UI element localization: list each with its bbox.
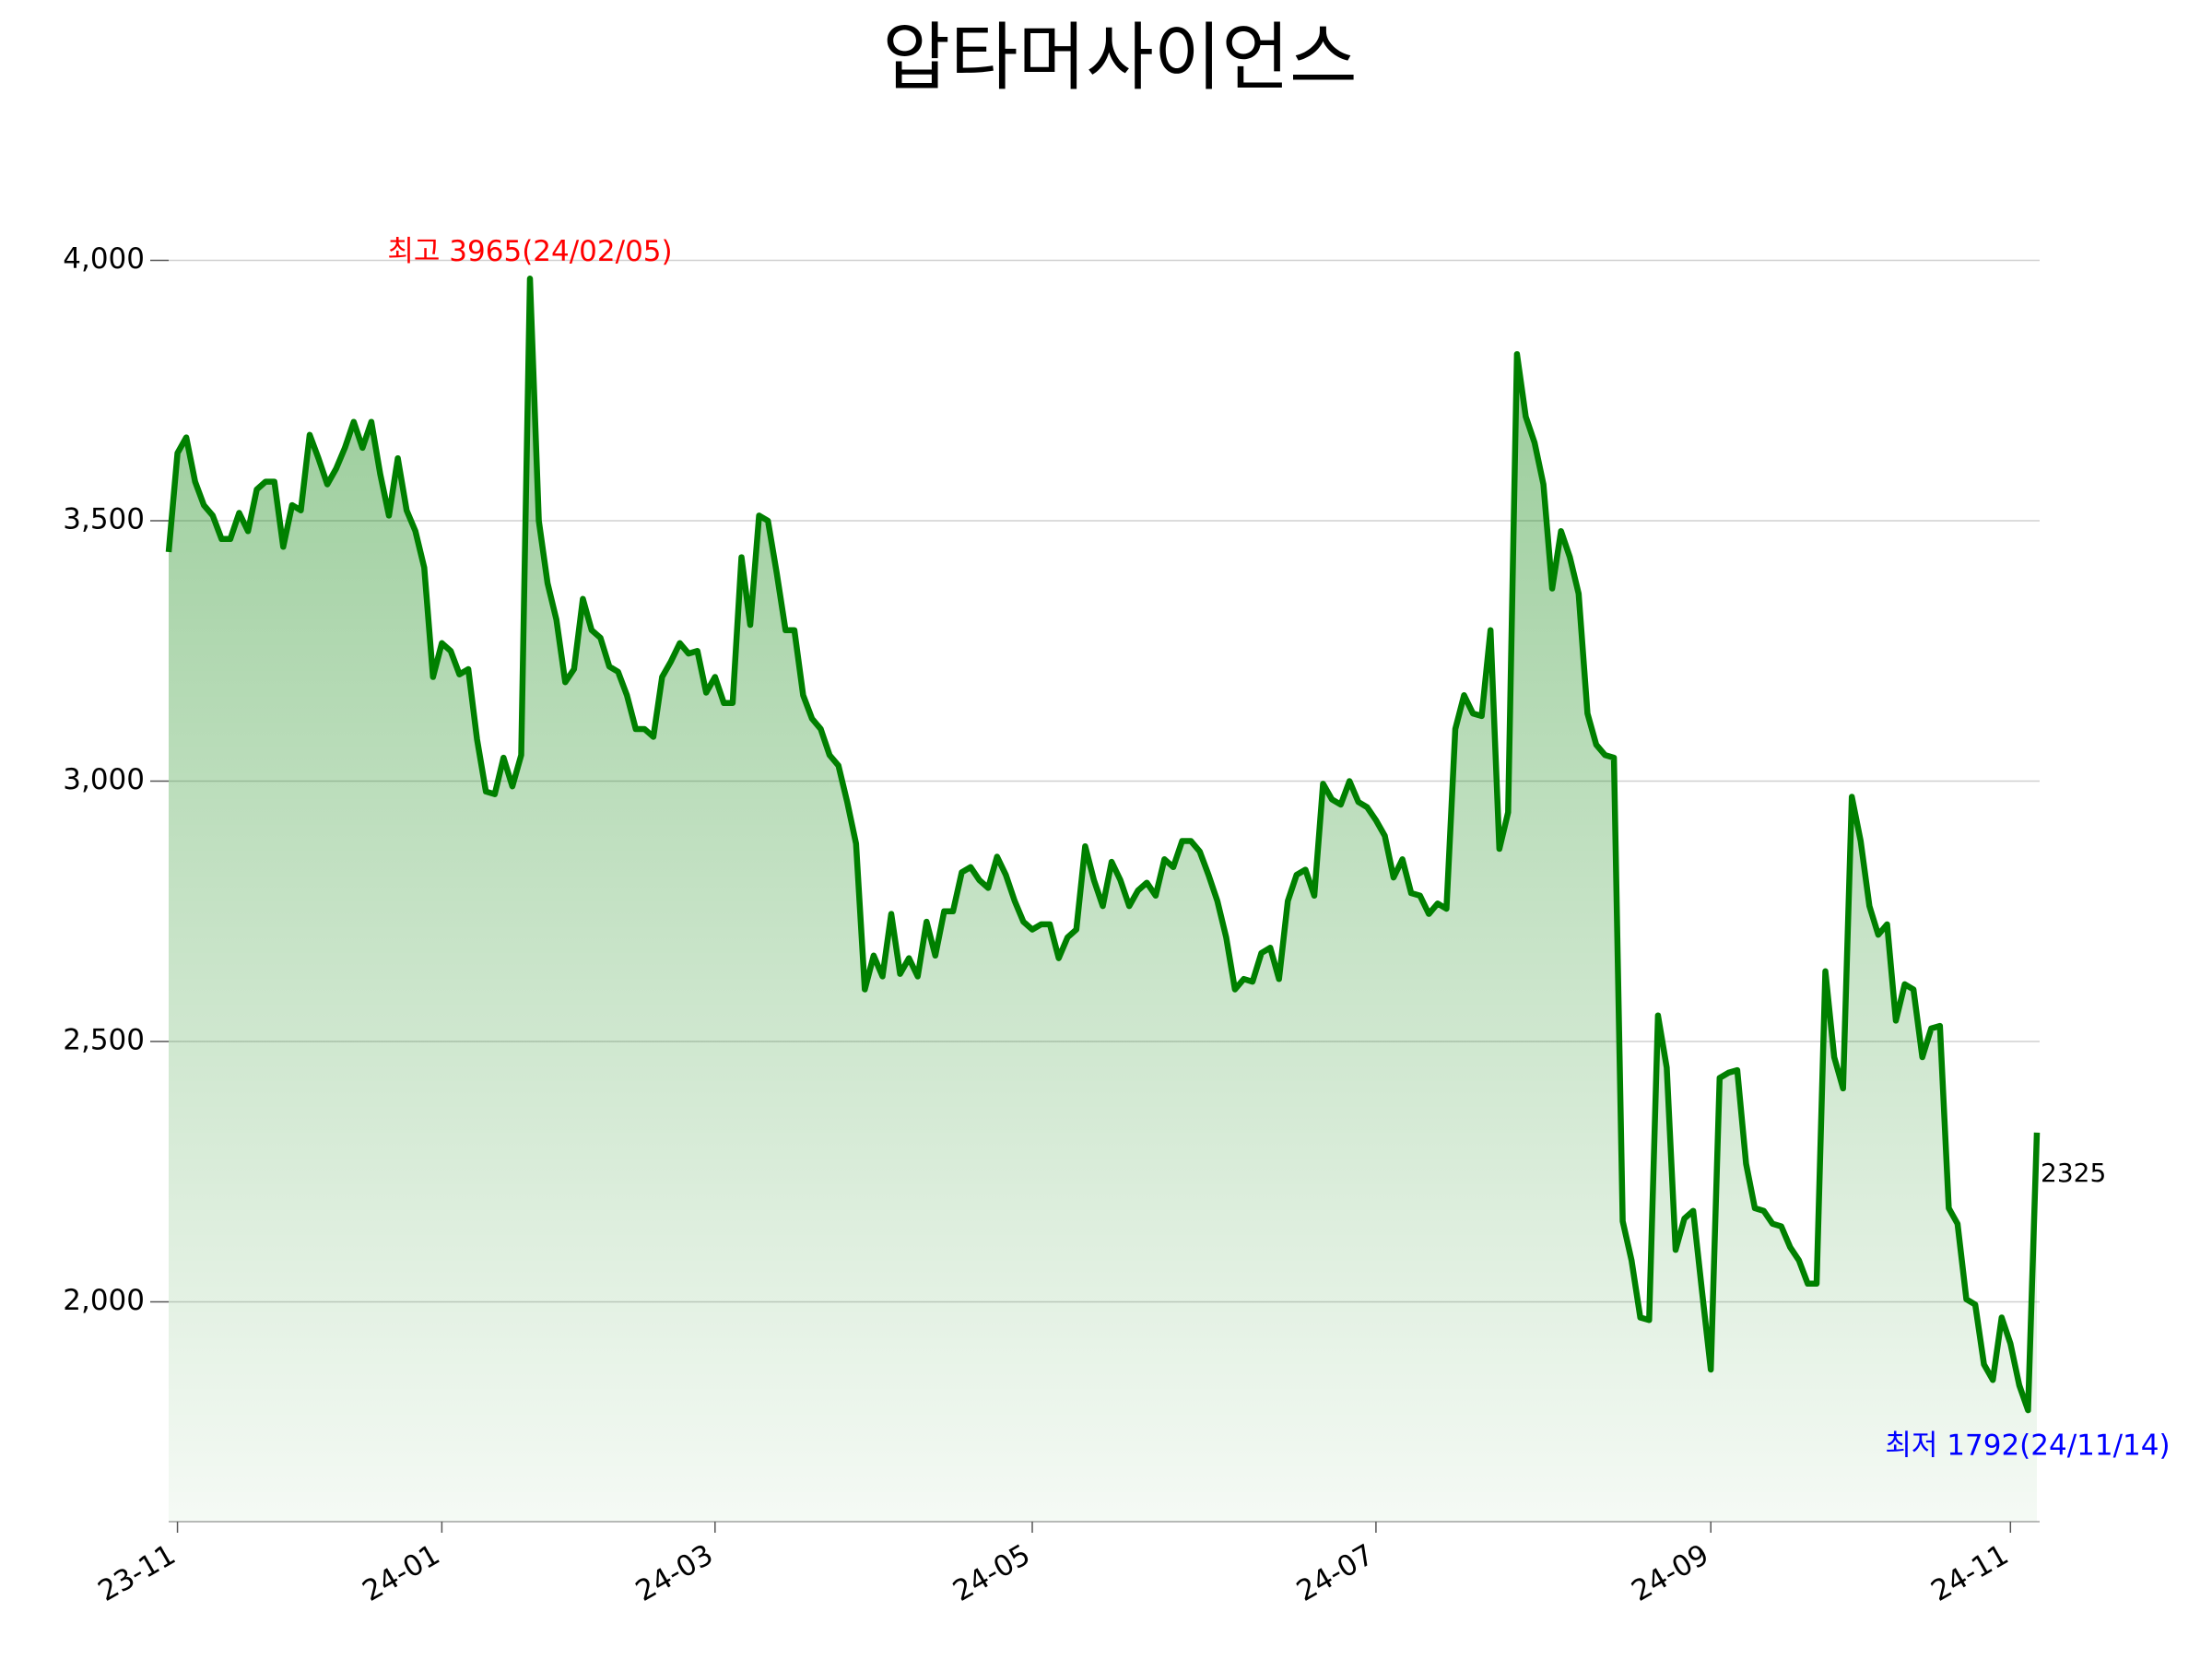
annotation: 최고 3965(24/02/05): [387, 235, 672, 268]
line: [165, 276, 2041, 1414]
area: [169, 278, 2037, 1522]
annotation: 최저 1792(24/11/14): [1885, 1430, 2170, 1463]
y-tick-label: 3,500: [63, 503, 145, 536]
annotation: 2325: [2041, 1158, 2106, 1188]
y-tick-label: 2,000: [63, 1284, 145, 1317]
y-tick-label: 2,500: [63, 1024, 145, 1057]
y-tick-label: 4,000: [63, 242, 145, 276]
y-tick-label: 3,000: [63, 763, 145, 796]
chart-title: 압타머사이언스: [882, 15, 1357, 100]
